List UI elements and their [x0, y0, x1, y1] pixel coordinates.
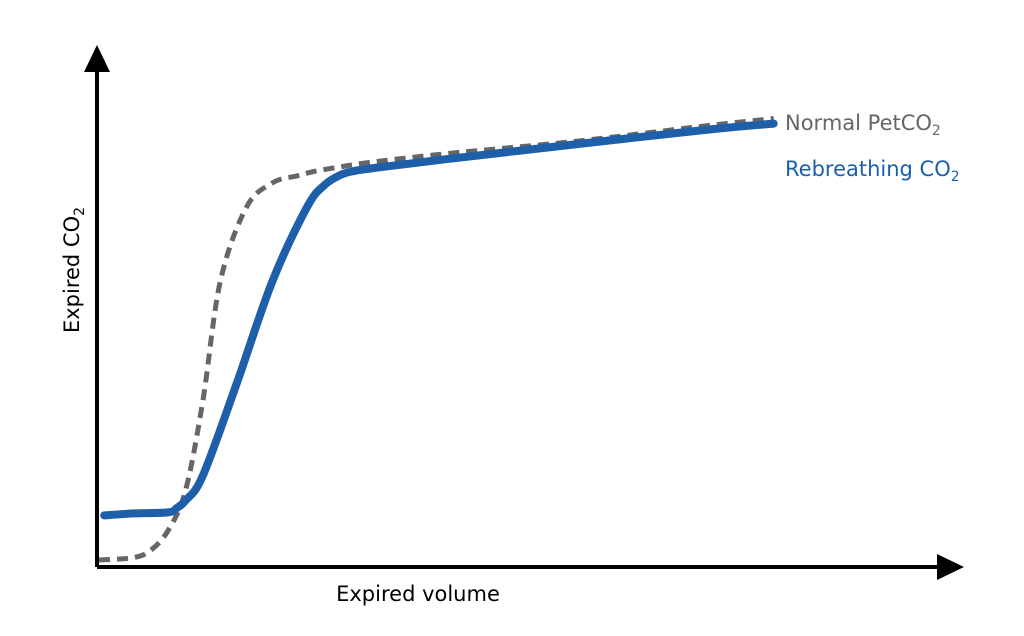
- legend-rebreathing-co2: Rebreathing CO2: [785, 157, 960, 185]
- series-line-rebreathing-co2: [100, 119, 778, 520]
- legend-normal-subscript: 2: [932, 123, 941, 139]
- y-axis-label-main: Expired CO: [60, 216, 84, 333]
- legend-rebreathing-main: Rebreathing CO: [785, 157, 951, 181]
- legend-normal-petco2: Normal PetCO2: [785, 111, 941, 139]
- legend-normal-main: Normal PetCO: [785, 111, 932, 135]
- legend-rebreathing-subscript: 2: [951, 169, 960, 185]
- y-axis-arrow: [84, 45, 110, 72]
- series-layer: [98, 116, 778, 563]
- series-line-normal-petco2: [98, 116, 774, 563]
- x-axis-label: Expired volume: [336, 582, 500, 606]
- y-axis-label: Expired CO2: [60, 207, 88, 333]
- y-axis-label-subscript: 2: [72, 207, 88, 216]
- x-axis-arrow: [937, 554, 964, 580]
